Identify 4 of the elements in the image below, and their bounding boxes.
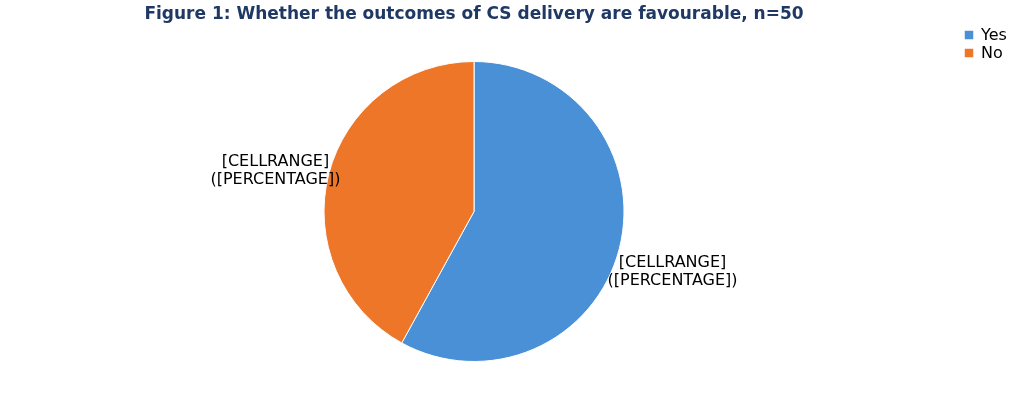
legend-label: Yes: [980, 25, 1007, 44]
data-label: [CELLRANGE] ([PERCENTAGE]): [607, 252, 738, 290]
legend-label: No: [981, 43, 1003, 62]
chart-title: Figure 1: Whether the outcomes of CS delivery are favourable, n=50: [144, 3, 804, 23]
